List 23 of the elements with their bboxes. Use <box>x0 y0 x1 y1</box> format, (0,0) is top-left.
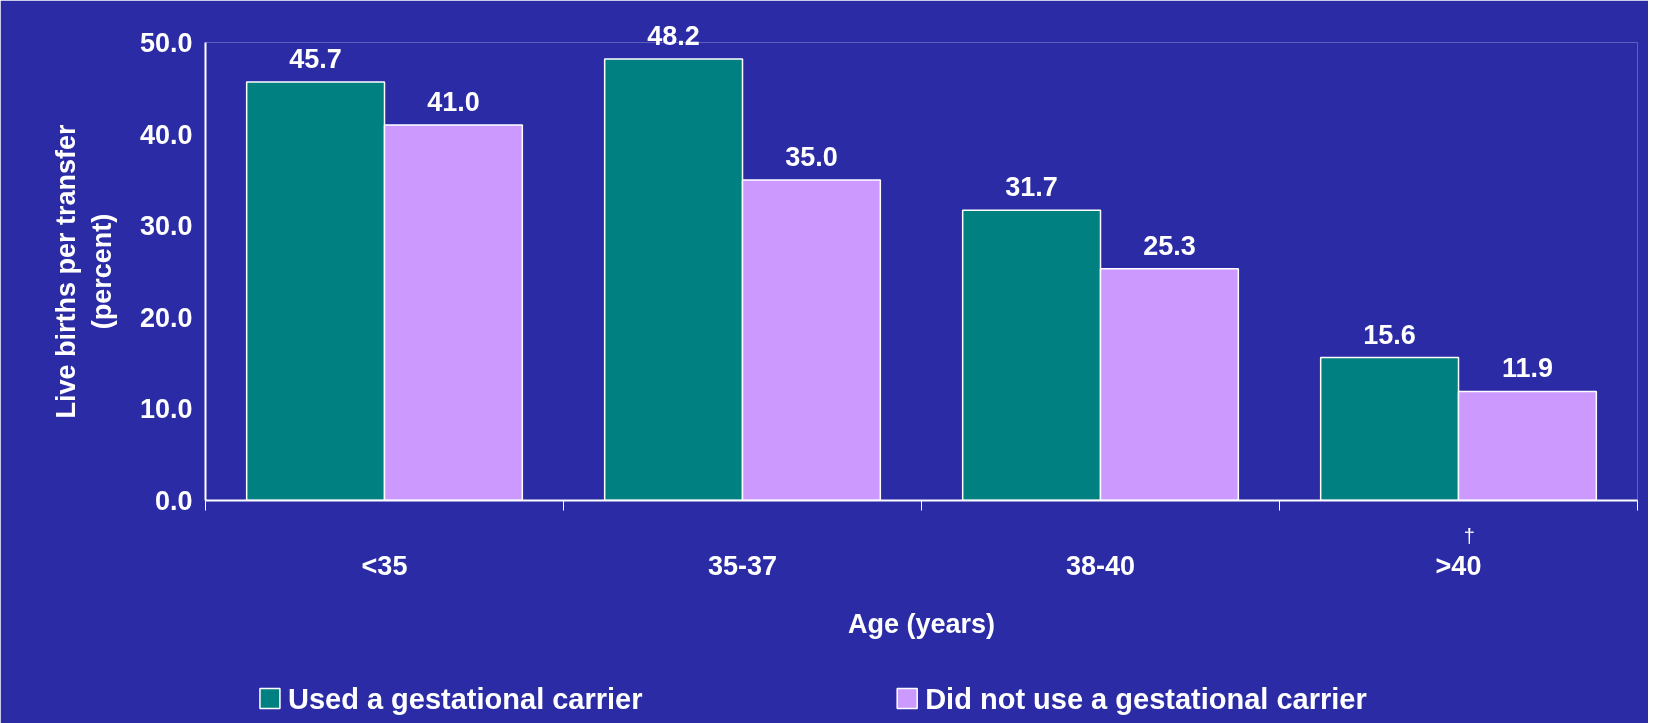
legend-label: Used a gestational carrier <box>287 682 643 715</box>
data-label: 35.0 <box>785 141 838 172</box>
data-label: 15.6 <box>1363 319 1416 350</box>
data-label: 11.9 <box>1501 353 1553 384</box>
data-label: 25.3 <box>1143 230 1196 261</box>
y-tick-label: 0.0 <box>154 486 193 516</box>
x-tick-label: <35 <box>361 550 408 581</box>
data-label: 31.7 <box>1005 172 1058 203</box>
y-tick-label: 40.0 <box>139 119 193 150</box>
legend-label: Did not use a gestational carrier <box>925 682 1367 715</box>
data-label: 45.7 <box>289 43 342 74</box>
y-axis-title: Live births per transfer (percent) <box>50 123 117 419</box>
text: † <box>1463 524 1475 547</box>
x-tick-label: 35-37 <box>707 550 778 581</box>
data-label: 41.0 <box>427 86 480 117</box>
y-tick-label: 30.0 <box>139 211 193 242</box>
data-label: 48.2 <box>647 20 700 51</box>
y-tick-label: 10.0 <box>139 394 193 425</box>
x-tick-label: 38-40 <box>1065 550 1136 581</box>
y-tick-label: 50.0 <box>139 28 193 58</box>
x-tick-label: >40 <box>1435 550 1482 581</box>
x-axis-title: Age (years) <box>847 608 996 639</box>
y-tick-label: 20.0 <box>139 302 193 333</box>
